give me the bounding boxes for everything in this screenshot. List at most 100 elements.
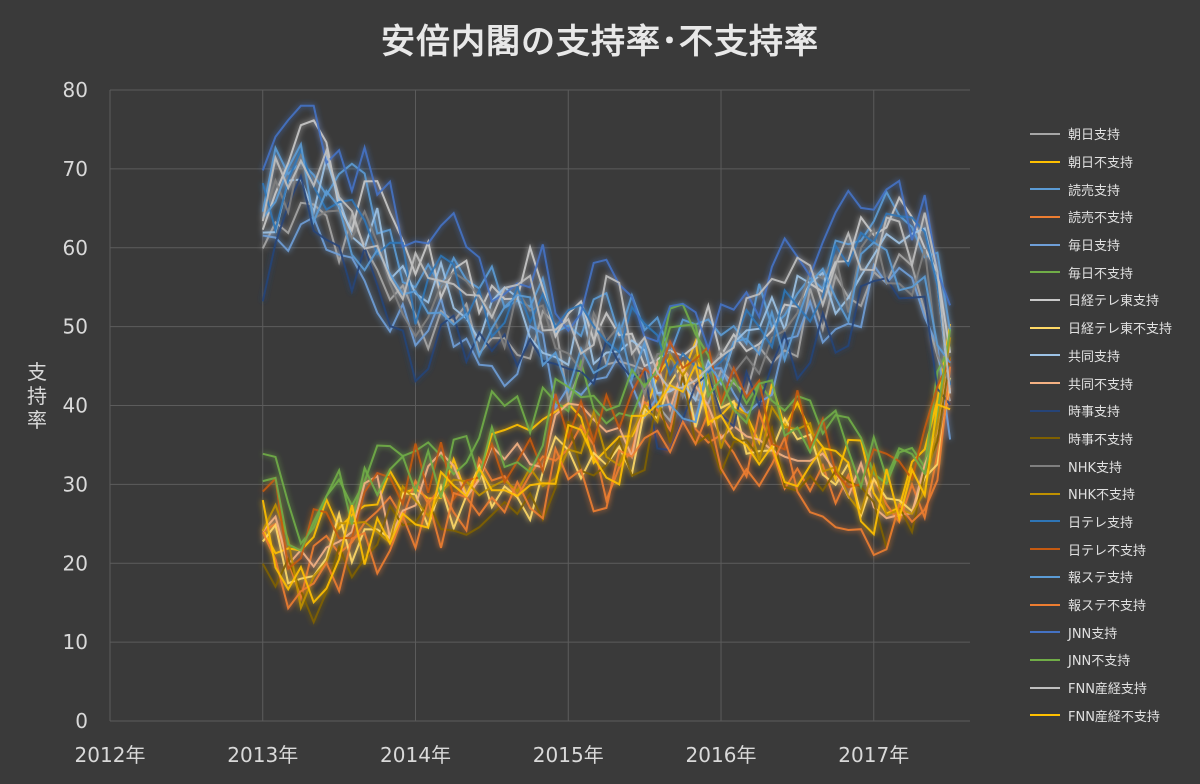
legend-item: 共同不支持	[1030, 369, 1200, 397]
legend-swatch	[1030, 354, 1060, 357]
legend-swatch	[1030, 631, 1060, 634]
legend-label: JNN不支持	[1068, 654, 1131, 670]
series-line-9	[262, 154, 952, 403]
series-line-7	[261, 119, 952, 368]
legend-swatch	[1030, 132, 1060, 135]
legend-swatch	[1030, 437, 1060, 440]
legend-label: FNN産経支持	[1068, 682, 1147, 698]
legend-swatch	[1030, 520, 1060, 523]
legend-item: 日経テレ東支持	[1030, 286, 1200, 314]
series-line-20	[262, 323, 952, 552]
y-tick-label: 70	[63, 157, 88, 181]
legend-label: 毎日支持	[1068, 239, 1121, 255]
legend-label: 読売不支持	[1068, 211, 1134, 227]
legend-label: 共同支持	[1068, 349, 1121, 365]
y-tick-label: 60	[63, 236, 88, 260]
legend-item: FNN産経支持	[1030, 674, 1200, 702]
y-tick-label: 80	[63, 78, 88, 102]
legend-swatch	[1030, 575, 1060, 578]
x-tick-label: 2017年	[838, 743, 909, 767]
legend-swatch	[1030, 658, 1060, 661]
x-tick-label: 2014年	[380, 743, 451, 767]
legend-item: NHK不支持	[1030, 480, 1200, 508]
legend-swatch	[1030, 686, 1060, 689]
legend-item: 朝日支持	[1030, 120, 1200, 148]
y-tick-label: 10	[63, 630, 88, 654]
series-line-16	[262, 339, 952, 571]
legend-label: 読売支持	[1068, 183, 1121, 199]
legend-item: JNN不支持	[1030, 646, 1200, 674]
legend-label: JNN支持	[1068, 626, 1118, 642]
legend-swatch	[1030, 160, 1060, 163]
legend-swatch	[1030, 298, 1060, 301]
legend-item: NHK支持	[1030, 452, 1200, 480]
legend-swatch	[1030, 603, 1060, 606]
legend-item: 読売支持	[1030, 175, 1200, 203]
y-axis-label: 支持率	[27, 360, 47, 432]
y-tick-label: 0	[75, 709, 88, 733]
legend-swatch	[1030, 409, 1060, 412]
series-line-3	[261, 144, 952, 357]
legend-item: 報ステ支持	[1030, 563, 1200, 591]
legend-item: 日経テレ東不支持	[1030, 314, 1200, 342]
legend-item: 日テレ支持	[1030, 508, 1200, 536]
legend-label: 時事不支持	[1068, 432, 1134, 448]
legend-item: 時事支持	[1030, 397, 1200, 425]
legend-item: JNN支持	[1030, 618, 1200, 646]
legend-item: FNN産経不支持	[1030, 701, 1200, 729]
series-line-4	[262, 376, 952, 602]
legend-item: 毎日不支持	[1030, 258, 1200, 286]
legend-swatch	[1030, 382, 1060, 385]
legend-label: 日経テレ東不支持	[1068, 322, 1173, 338]
legend-label: 朝日不支持	[1068, 156, 1134, 172]
series-line-17	[262, 141, 951, 424]
legend-item: 共同支持	[1030, 342, 1200, 370]
legend-label: 日テレ不支持	[1068, 543, 1147, 559]
legend-swatch	[1030, 188, 1060, 191]
legend-item: 読売不支持	[1030, 203, 1200, 231]
y-tick-label: 40	[63, 394, 88, 418]
legend-swatch	[1030, 326, 1060, 329]
legend-swatch	[1030, 215, 1060, 218]
series-line-2	[261, 323, 952, 555]
legend-label: 朝日支持	[1068, 128, 1121, 144]
legend-label: NHK支持	[1068, 460, 1123, 476]
x-tick-label: 2015年	[533, 743, 604, 767]
series-line-5	[262, 215, 952, 440]
series-line-14	[261, 337, 952, 612]
series-line-18	[261, 366, 952, 611]
legend-swatch	[1030, 243, 1060, 246]
legend-label: 報ステ支持	[1068, 571, 1134, 587]
x-tick-label: 2012年	[75, 743, 146, 767]
legend-label: 共同不支持	[1068, 377, 1134, 393]
legend-label: 時事支持	[1068, 405, 1121, 421]
legend-item: 報ステ不支持	[1030, 591, 1200, 619]
legend-label: 日経テレ東支持	[1068, 294, 1160, 310]
legend-item: 時事不支持	[1030, 425, 1200, 453]
legend-label: FNN産経不支持	[1068, 709, 1160, 725]
legend-label: 毎日不支持	[1068, 266, 1134, 282]
series-line-21	[261, 147, 952, 394]
series-group	[261, 104, 952, 625]
series-line-19	[261, 104, 952, 353]
legend-label: 報ステ不支持	[1068, 599, 1147, 615]
legend-swatch	[1030, 492, 1060, 495]
series-line-13	[261, 150, 952, 401]
legend: 朝日支持朝日不支持読売支持読売不支持毎日支持毎日不支持日経テレ東支持 日経テレ東不…	[1030, 120, 1200, 729]
legend-swatch	[1030, 465, 1060, 468]
legend-item: 日テレ不支持	[1030, 535, 1200, 563]
y-tick-label: 30	[63, 472, 88, 496]
y-tick-label: 20	[63, 551, 88, 575]
series-line-22	[261, 362, 951, 605]
legend-label: NHK不支持	[1068, 488, 1136, 504]
legend-swatch	[1030, 271, 1060, 274]
chart-title: 安倍内閣の支持率･不支持率	[381, 22, 819, 62]
y-tick-label: 50	[63, 315, 88, 339]
legend-swatch	[1030, 714, 1060, 717]
legend-item: 朝日不支持	[1030, 148, 1200, 176]
legend-swatch	[1030, 548, 1060, 551]
legend-item: 毎日支持	[1030, 231, 1200, 259]
x-tick-label: 2013年	[227, 743, 298, 767]
series-line-15	[261, 147, 952, 386]
